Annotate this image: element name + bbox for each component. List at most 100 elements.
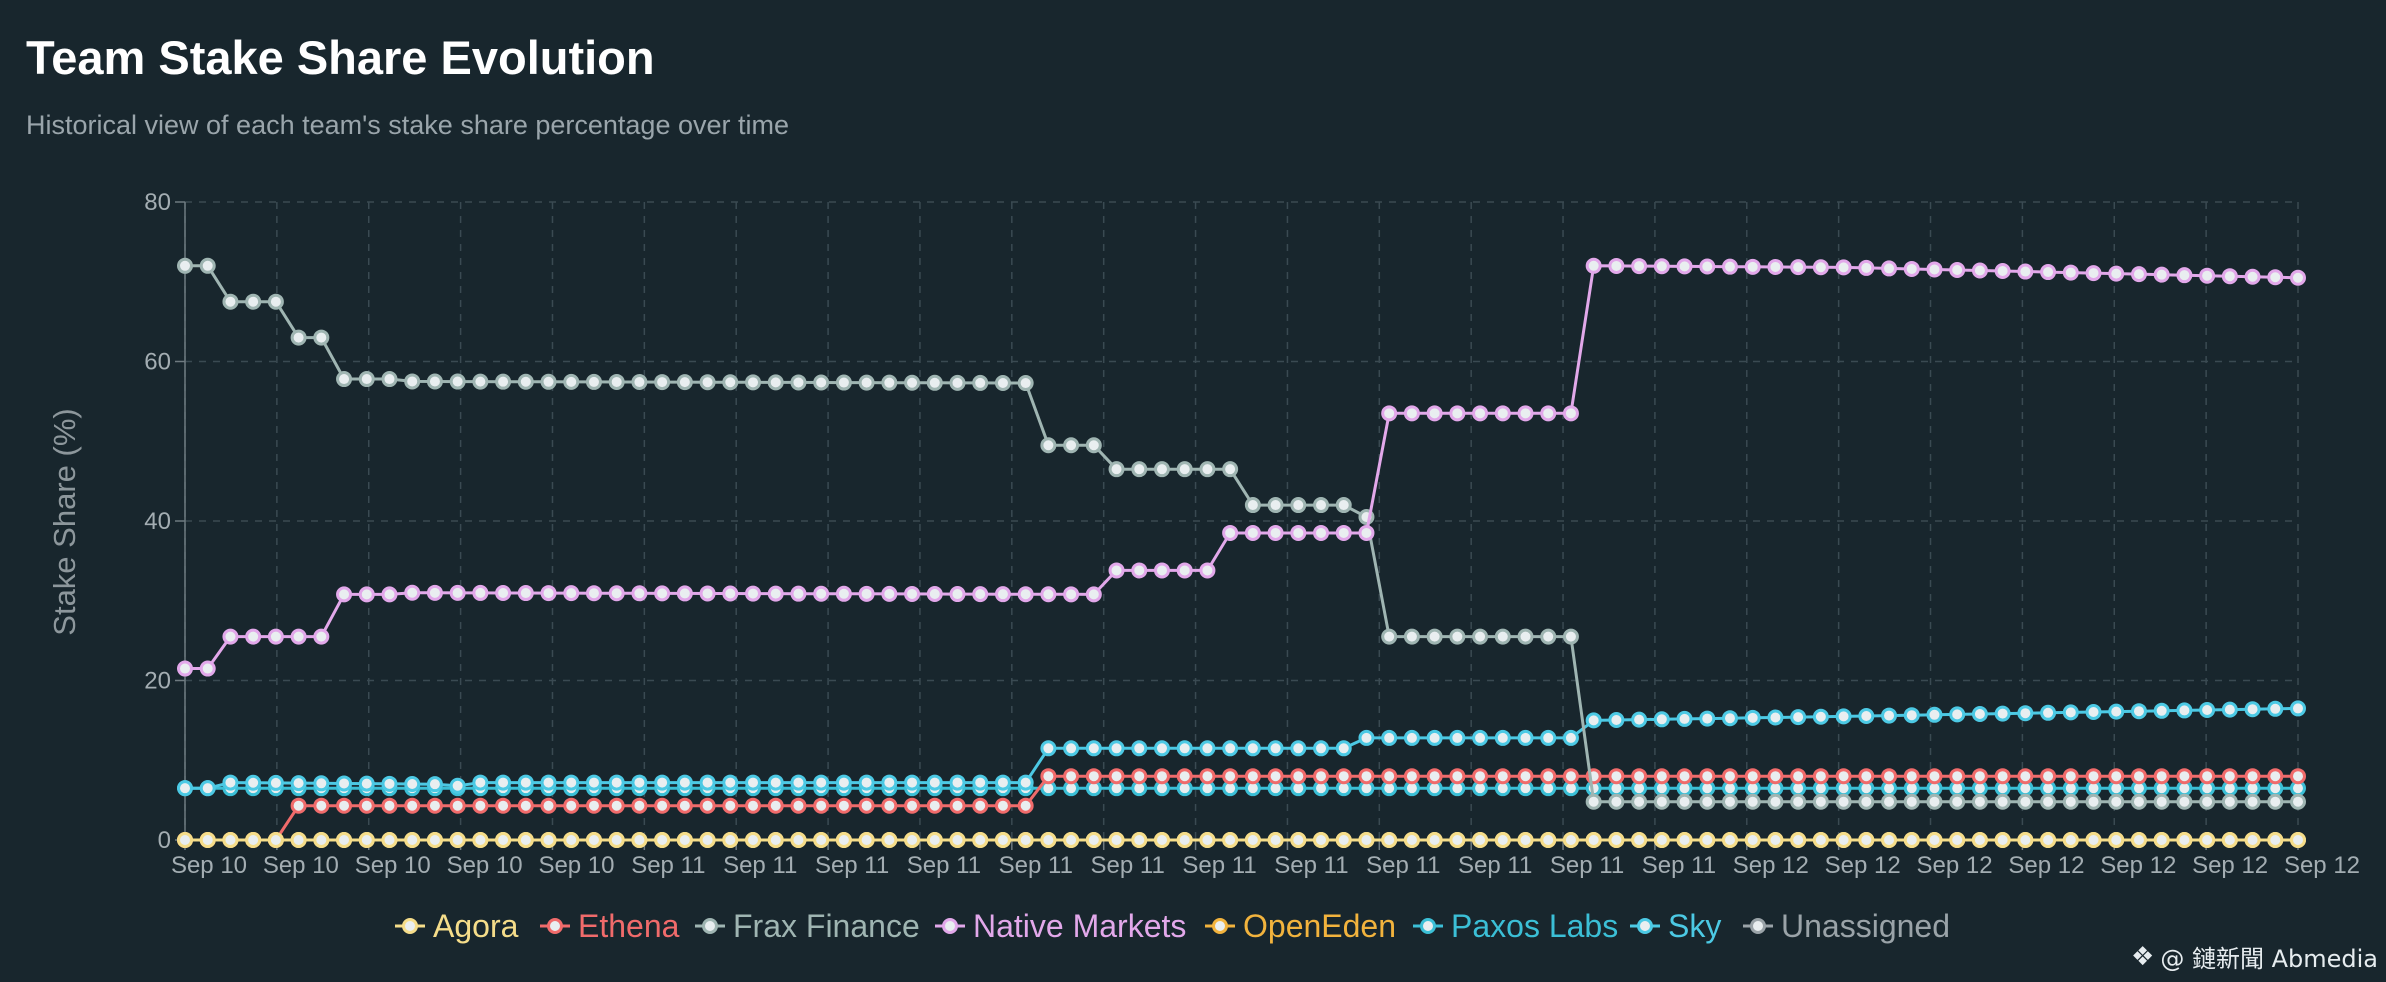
data-point bbox=[313, 775, 330, 792]
data-point bbox=[1108, 562, 1125, 579]
legend-item-openeden[interactable]: OpenEden bbox=[1205, 908, 1396, 944]
data-point bbox=[1812, 793, 1829, 810]
data-point bbox=[1313, 832, 1330, 848]
data-point bbox=[404, 373, 421, 390]
data-point bbox=[2290, 832, 2306, 848]
data-point bbox=[767, 585, 784, 602]
data-point bbox=[222, 774, 239, 791]
data-point bbox=[1994, 263, 2011, 280]
data-point bbox=[1835, 259, 1852, 276]
data-point bbox=[1699, 793, 1716, 810]
data-point bbox=[1631, 768, 1648, 785]
data-point bbox=[426, 832, 443, 848]
data-point bbox=[1517, 768, 1534, 785]
data-point bbox=[2221, 793, 2238, 810]
x-tick-label: Sep 12 bbox=[1825, 852, 1901, 879]
data-point bbox=[858, 797, 875, 814]
data-point bbox=[1335, 740, 1352, 757]
legend[interactable]: Agora Ethena Frax Finance Native Markets Ope… bbox=[395, 908, 1950, 944]
data-point bbox=[1631, 832, 1648, 848]
data-point bbox=[858, 774, 875, 791]
x-tick-label: Sep 10 bbox=[263, 852, 339, 879]
legend-item-unassigned[interactable]: Unassigned bbox=[1743, 908, 1950, 944]
x-tick-label: Sep 11 bbox=[907, 852, 981, 879]
legend-item-sky[interactable]: Sky bbox=[1630, 908, 1721, 944]
data-point bbox=[676, 832, 693, 848]
data-point bbox=[1176, 562, 1193, 579]
data-point bbox=[1176, 740, 1193, 757]
data-point bbox=[1767, 258, 1784, 275]
data-point bbox=[1131, 768, 1148, 785]
data-point bbox=[2221, 701, 2238, 718]
data-point bbox=[790, 774, 807, 791]
data-point bbox=[2176, 702, 2193, 719]
data-point bbox=[1267, 740, 1284, 757]
legend-swatch-marker bbox=[1420, 918, 1436, 934]
data-point bbox=[1676, 258, 1693, 275]
data-point bbox=[290, 832, 307, 848]
data-point bbox=[2267, 832, 2284, 848]
data-point bbox=[767, 832, 784, 848]
data-point bbox=[722, 585, 739, 602]
data-point bbox=[1585, 832, 1602, 848]
data-point bbox=[1767, 832, 1784, 848]
data-point bbox=[381, 371, 398, 388]
data-point bbox=[1721, 768, 1738, 785]
data-point bbox=[745, 797, 762, 814]
data-point bbox=[631, 832, 648, 848]
data-point bbox=[790, 832, 807, 848]
data-point bbox=[1767, 768, 1784, 785]
data-point bbox=[1063, 832, 1080, 848]
data-point bbox=[699, 832, 716, 848]
legend-item-ethena[interactable]: Ethena bbox=[540, 908, 680, 944]
data-point bbox=[858, 374, 875, 391]
data-point bbox=[1971, 832, 1988, 848]
data-point bbox=[1540, 832, 1557, 848]
data-point bbox=[1790, 793, 1807, 810]
data-point bbox=[881, 774, 898, 791]
legend-item-paxos-labs[interactable]: Paxos Labs bbox=[1413, 908, 1618, 944]
data-point bbox=[949, 832, 966, 848]
data-point bbox=[472, 797, 489, 814]
legend-label: Native Markets bbox=[973, 908, 1186, 944]
data-point bbox=[2153, 702, 2170, 719]
y-tick-label: 20 bbox=[144, 668, 171, 695]
data-point bbox=[1903, 793, 1920, 810]
data-point bbox=[1153, 461, 1170, 478]
data-point bbox=[1903, 832, 1920, 848]
data-point bbox=[1153, 740, 1170, 757]
data-point bbox=[2244, 793, 2261, 810]
data-point bbox=[177, 257, 193, 274]
data-point bbox=[1449, 729, 1466, 746]
data-point bbox=[767, 797, 784, 814]
legend-item-agora[interactable]: Agora bbox=[395, 908, 519, 944]
data-point bbox=[1358, 729, 1375, 746]
x-tick-label: Sep 12 bbox=[2192, 852, 2268, 879]
data-point bbox=[1744, 709, 1761, 726]
x-tick-label: Sep 11 bbox=[1642, 852, 1716, 879]
data-point bbox=[813, 585, 830, 602]
data-point bbox=[904, 585, 921, 602]
data-point bbox=[199, 780, 216, 797]
data-point bbox=[2244, 701, 2261, 718]
legend-item-native-markets[interactable]: Native Markets bbox=[935, 908, 1186, 944]
legend-label: Sky bbox=[1668, 908, 1721, 944]
data-point bbox=[1222, 461, 1239, 478]
data-point bbox=[381, 586, 398, 603]
data-point bbox=[177, 660, 193, 677]
data-point bbox=[290, 797, 307, 814]
data-point bbox=[2017, 793, 2034, 810]
legend-label: Frax Finance bbox=[733, 908, 920, 944]
data-point bbox=[2040, 264, 2057, 281]
data-point bbox=[1153, 562, 1170, 579]
data-point bbox=[1040, 768, 1057, 785]
legend-item-frax-finance[interactable]: Frax Finance bbox=[695, 908, 920, 944]
data-point bbox=[1562, 729, 1579, 746]
data-point bbox=[813, 774, 830, 791]
data-point bbox=[813, 374, 830, 391]
data-point bbox=[1313, 740, 1330, 757]
data-point bbox=[1153, 768, 1170, 785]
data-point bbox=[1381, 768, 1398, 785]
data-point bbox=[290, 775, 307, 792]
data-point bbox=[926, 832, 943, 848]
